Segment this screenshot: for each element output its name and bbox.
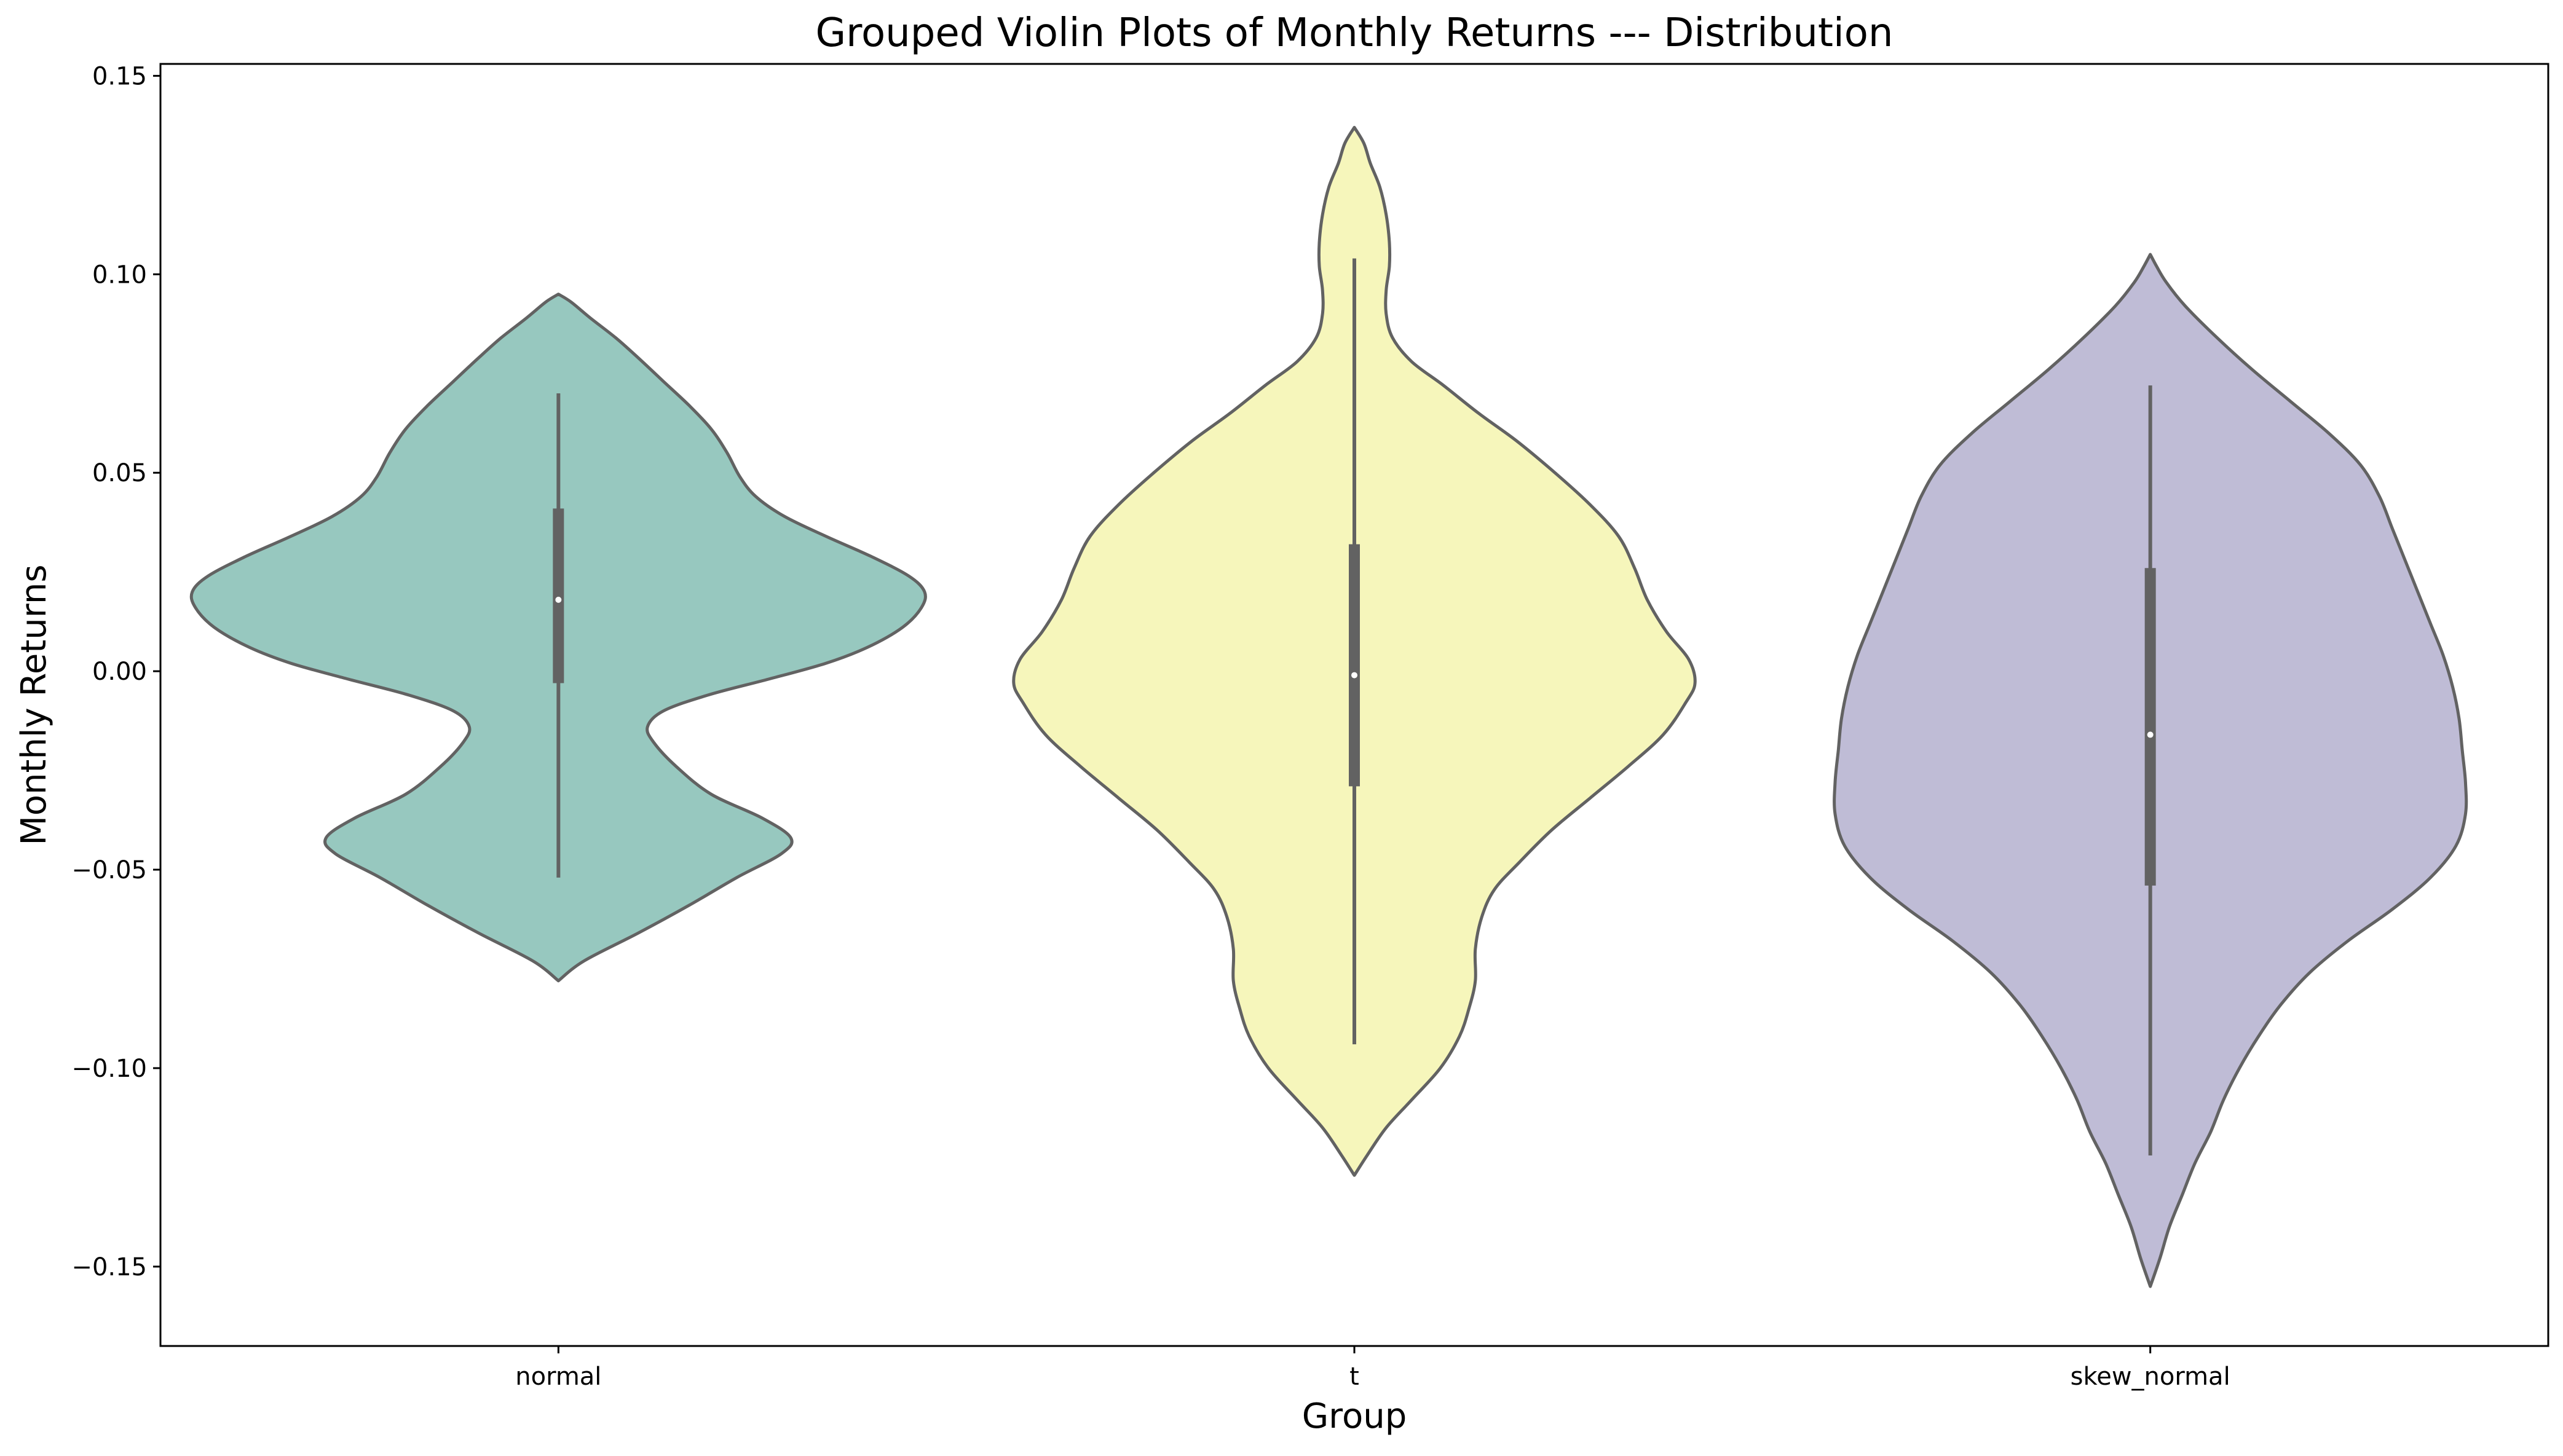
y-axis-label: Monthly Returns <box>14 564 54 845</box>
violin-skew_normal <box>1833 253 2468 1288</box>
x-axis: normal t skew_normal <box>515 1346 2230 1391</box>
y-tick-label: 0.15 <box>92 62 147 90</box>
y-axis: 0.15 0.10 0.05 0.00 −0.05 −0.10 −0.15 <box>71 62 160 1281</box>
violin-median-point <box>2147 731 2154 738</box>
y-tick-label: 0.05 <box>92 459 147 487</box>
x-tick-label: normal <box>515 1363 601 1391</box>
x-tick-label: skew_normal <box>2071 1363 2230 1391</box>
y-tick-label: −0.15 <box>71 1253 147 1281</box>
y-tick-label: 0.00 <box>92 658 147 686</box>
y-tick-label: −0.10 <box>71 1055 147 1083</box>
y-tick-label: −0.05 <box>71 856 147 884</box>
x-axis-label: Group <box>1302 1396 1407 1436</box>
violin-normal <box>189 293 927 983</box>
x-tick-label: t <box>1349 1363 1359 1391</box>
violin-t <box>1012 125 1697 1177</box>
chart-title: Grouped Violin Plots of Monthly Returns … <box>816 10 1894 56</box>
violin-median-point <box>1351 672 1357 679</box>
y-tick-label: 0.10 <box>92 261 147 289</box>
violin-median-point <box>555 596 562 603</box>
violins-layer <box>189 125 2468 1288</box>
